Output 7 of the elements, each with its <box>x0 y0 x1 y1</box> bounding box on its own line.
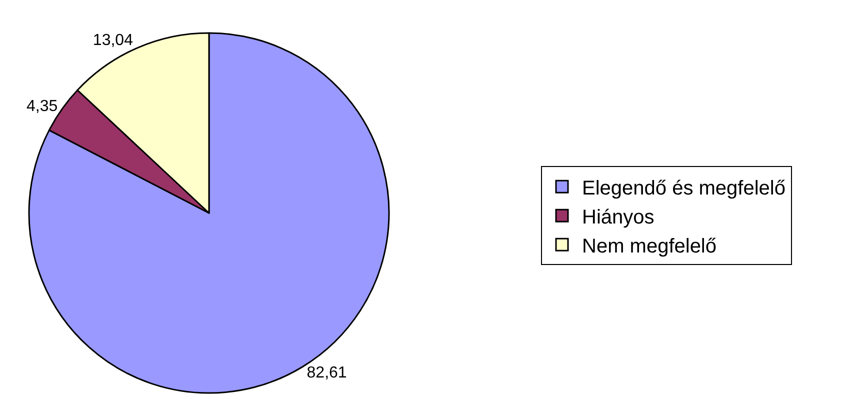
legend-label: Hiányos <box>582 206 654 228</box>
pie-slice <box>28 32 390 394</box>
data-label: 82,61 <box>306 364 347 382</box>
data-label: 13,04 <box>92 32 134 50</box>
legend-label: Nem megfelelő <box>582 235 717 258</box>
data-label: 4,35 <box>26 98 58 115</box>
legend-label: Elegendő és megfelelő <box>582 177 786 200</box>
